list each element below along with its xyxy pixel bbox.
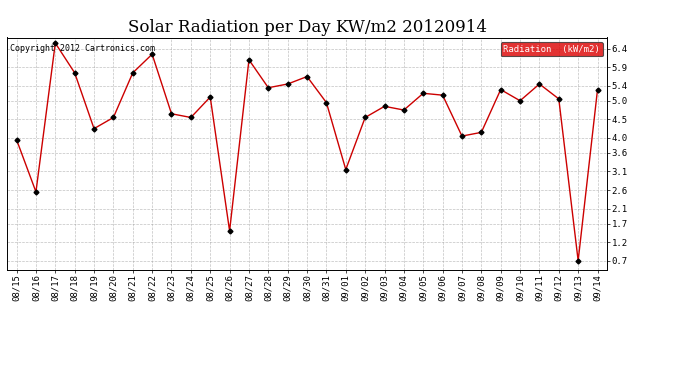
Text: Copyright 2012 Cartronics.com: Copyright 2012 Cartronics.com (10, 45, 155, 54)
Title: Solar Radiation per Day KW/m2 20120914: Solar Radiation per Day KW/m2 20120914 (128, 19, 486, 36)
Legend: Radiation  (kW/m2): Radiation (kW/m2) (500, 42, 602, 56)
